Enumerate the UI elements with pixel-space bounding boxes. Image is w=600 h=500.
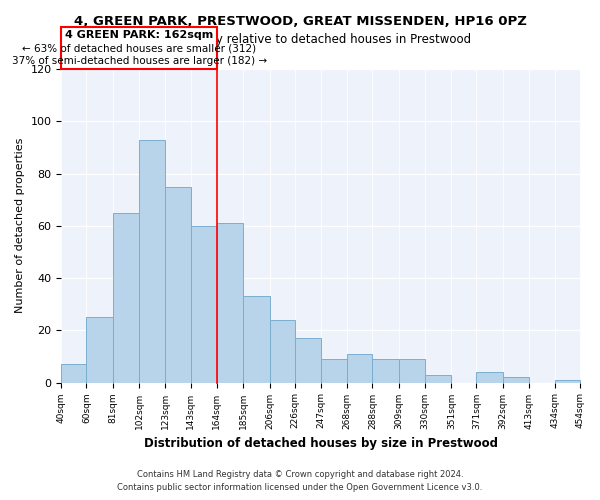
Text: 37% of semi-detached houses are larger (182) →: 37% of semi-detached houses are larger (… [11,56,267,66]
Text: Contains HM Land Registry data © Crown copyright and database right 2024.
Contai: Contains HM Land Registry data © Crown c… [118,470,482,492]
Text: ← 63% of detached houses are smaller (312): ← 63% of detached houses are smaller (31… [22,43,256,53]
Bar [61,364,86,382]
Bar [347,354,373,382]
Bar [321,359,347,382]
Bar [86,317,113,382]
X-axis label: Distribution of detached houses by size in Prestwood: Distribution of detached houses by size … [144,437,498,450]
Bar [269,320,295,382]
Bar [425,374,451,382]
Y-axis label: Number of detached properties: Number of detached properties [15,138,25,314]
Bar [243,296,269,382]
Bar [476,372,503,382]
Bar [217,223,243,382]
Text: 4, GREEN PARK, PRESTWOOD, GREAT MISSENDEN, HP16 0PZ: 4, GREEN PARK, PRESTWOOD, GREAT MISSENDE… [74,15,526,28]
Bar [191,226,217,382]
Bar [139,140,166,382]
Text: Size of property relative to detached houses in Prestwood: Size of property relative to detached ho… [129,32,471,46]
Bar [556,380,580,382]
Text: 4 GREEN PARK: 162sqm: 4 GREEN PARK: 162sqm [65,30,213,40]
Bar [373,359,398,382]
Bar [113,212,139,382]
Bar [295,338,321,382]
Bar [503,378,529,382]
Bar [398,359,425,382]
Bar [166,186,191,382]
